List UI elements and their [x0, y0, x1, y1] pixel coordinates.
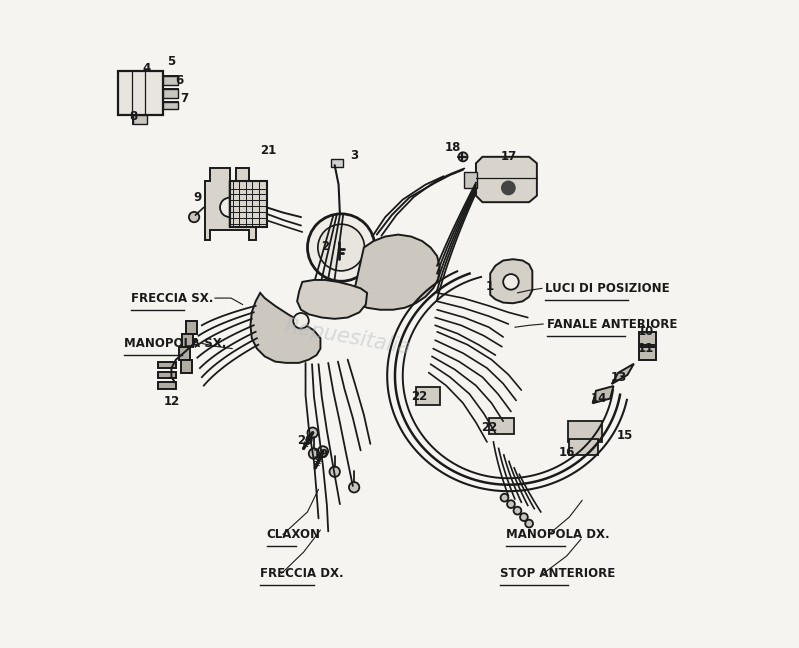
Circle shape	[220, 198, 240, 217]
Bar	[332, 159, 343, 167]
Polygon shape	[612, 364, 634, 384]
Polygon shape	[185, 321, 197, 334]
Polygon shape	[163, 89, 178, 98]
Circle shape	[507, 500, 515, 508]
Text: CLAXON: CLAXON	[267, 528, 320, 541]
Polygon shape	[117, 71, 163, 115]
Polygon shape	[491, 259, 532, 303]
Text: 22: 22	[411, 390, 427, 403]
Polygon shape	[250, 293, 320, 363]
Circle shape	[501, 494, 508, 502]
Bar	[489, 418, 514, 434]
Text: 3: 3	[350, 149, 358, 162]
Circle shape	[514, 507, 521, 515]
Text: 21: 21	[260, 144, 276, 157]
Bar	[133, 115, 147, 124]
Circle shape	[349, 482, 360, 492]
Text: 17: 17	[500, 150, 516, 163]
Circle shape	[503, 274, 519, 290]
Circle shape	[189, 212, 199, 222]
Circle shape	[520, 513, 528, 521]
Polygon shape	[205, 168, 256, 240]
Bar	[569, 439, 598, 455]
Text: 7: 7	[181, 92, 189, 105]
Text: 1: 1	[486, 280, 495, 293]
Text: MANOPOLA SX.: MANOPOLA SX.	[124, 337, 226, 350]
Text: 6: 6	[175, 75, 183, 87]
Circle shape	[293, 313, 308, 329]
Circle shape	[318, 224, 364, 271]
Polygon shape	[163, 76, 178, 85]
Text: MANOPOLA DX.: MANOPOLA DX.	[507, 528, 610, 541]
Polygon shape	[179, 347, 190, 360]
Bar	[117, 71, 163, 115]
Polygon shape	[353, 235, 439, 310]
Bar	[415, 387, 440, 405]
Circle shape	[525, 520, 533, 527]
Text: 22: 22	[481, 421, 497, 434]
Polygon shape	[158, 362, 176, 368]
Text: 10: 10	[638, 325, 654, 338]
Polygon shape	[230, 181, 267, 227]
Circle shape	[459, 152, 467, 161]
Text: 5: 5	[167, 55, 176, 68]
Text: 18: 18	[444, 141, 461, 154]
Polygon shape	[181, 360, 192, 373]
Circle shape	[308, 448, 319, 459]
Polygon shape	[639, 332, 656, 345]
Circle shape	[502, 181, 515, 194]
Circle shape	[308, 428, 318, 438]
Polygon shape	[133, 115, 147, 124]
Text: 14: 14	[591, 392, 607, 405]
Polygon shape	[639, 347, 656, 360]
Polygon shape	[476, 157, 537, 202]
Circle shape	[318, 446, 328, 457]
Text: 12: 12	[163, 395, 180, 408]
Bar	[163, 89, 178, 98]
Text: 4: 4	[143, 62, 151, 75]
Bar	[163, 76, 178, 85]
Polygon shape	[163, 102, 178, 109]
Text: 11: 11	[638, 342, 654, 355]
Text: FANALE ANTERIORE: FANALE ANTERIORE	[547, 318, 678, 330]
Polygon shape	[297, 280, 367, 319]
Text: 20: 20	[297, 434, 314, 447]
Polygon shape	[181, 334, 193, 347]
Text: 16: 16	[559, 446, 574, 459]
Polygon shape	[593, 386, 614, 403]
Text: Repuesitalia: Repuesitalia	[283, 316, 412, 358]
Bar	[464, 172, 477, 188]
Text: FRECCIA DX.: FRECCIA DX.	[260, 567, 344, 580]
Bar	[568, 421, 602, 442]
Text: FRECCIA SX.: FRECCIA SX.	[130, 292, 213, 305]
Text: 13: 13	[610, 371, 626, 384]
Polygon shape	[158, 382, 176, 389]
Bar	[230, 181, 267, 227]
Text: 9: 9	[193, 191, 201, 204]
Text: STOP ANTERIORE: STOP ANTERIORE	[500, 567, 615, 580]
Circle shape	[329, 467, 340, 477]
Text: 8: 8	[129, 110, 138, 123]
Polygon shape	[158, 372, 176, 378]
Bar	[163, 102, 178, 109]
Circle shape	[308, 214, 375, 281]
Text: 2: 2	[321, 240, 329, 253]
Text: 19: 19	[312, 448, 328, 461]
Text: LUCI DI POSIZIONE: LUCI DI POSIZIONE	[545, 282, 670, 295]
Text: 15: 15	[617, 429, 633, 442]
